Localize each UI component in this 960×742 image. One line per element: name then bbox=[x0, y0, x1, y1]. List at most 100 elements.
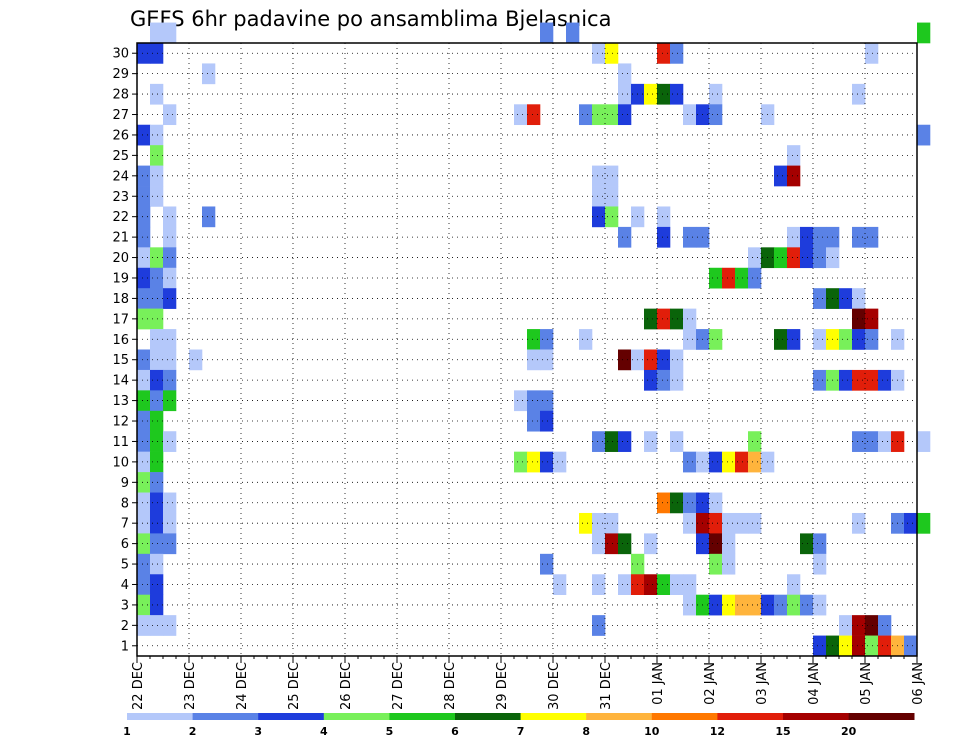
legend-label: 8 bbox=[582, 725, 590, 738]
heatmap-cell bbox=[852, 635, 866, 657]
heatmap-cell bbox=[787, 247, 801, 269]
heatmap-cell bbox=[722, 451, 736, 473]
heatmap-cell bbox=[657, 492, 671, 514]
y-tick-label: 13 bbox=[112, 394, 129, 409]
heatmap-cell bbox=[527, 410, 541, 432]
heatmap-cell bbox=[189, 349, 203, 371]
heatmap-cell bbox=[670, 574, 684, 595]
heatmap-cell bbox=[644, 431, 658, 452]
legend-swatch bbox=[455, 713, 521, 720]
heatmap-cell bbox=[644, 533, 658, 555]
heatmap-cell bbox=[800, 226, 814, 248]
heatmap-cell bbox=[657, 308, 671, 330]
heatmap-cell bbox=[709, 267, 723, 289]
heatmap-cell bbox=[163, 104, 177, 126]
legend-swatch bbox=[258, 713, 325, 720]
y-tick-label: 12 bbox=[112, 415, 129, 430]
heatmap-cell bbox=[865, 635, 879, 657]
heatmap-cell bbox=[540, 329, 554, 350]
y-axis: 1234567891011121314151617181920212223242… bbox=[112, 47, 137, 654]
heatmap-cell bbox=[709, 329, 723, 350]
heatmap-cell bbox=[657, 349, 671, 371]
heatmap-cell bbox=[592, 165, 606, 187]
heatmap-cell bbox=[137, 43, 151, 64]
heatmap-cell bbox=[839, 635, 853, 657]
heatmap-cell bbox=[865, 615, 879, 636]
y-tick-label: 16 bbox=[112, 333, 129, 348]
heatmap-cell bbox=[137, 247, 151, 269]
heatmap-cell bbox=[163, 247, 177, 269]
y-tick-label: 29 bbox=[112, 67, 129, 82]
heatmap-cell bbox=[813, 329, 827, 350]
heatmap-cells bbox=[137, 22, 931, 657]
y-tick-label: 20 bbox=[112, 251, 129, 266]
y-tick-label: 14 bbox=[112, 374, 129, 389]
heatmap-cell bbox=[137, 553, 151, 575]
heatmap-cell bbox=[657, 83, 671, 105]
heatmap-cell bbox=[592, 533, 606, 555]
legend-label: 3 bbox=[254, 725, 262, 738]
heatmap-cell bbox=[852, 512, 866, 534]
heatmap-cell bbox=[709, 492, 723, 514]
heatmap-cell bbox=[618, 431, 632, 452]
heatmap-cell bbox=[683, 574, 697, 595]
legend-label: 20 bbox=[841, 725, 857, 738]
heatmap-cell bbox=[722, 594, 736, 616]
heatmap-cell bbox=[670, 431, 684, 452]
heatmap-cell bbox=[709, 512, 723, 534]
heatmap-cell bbox=[150, 553, 164, 575]
heatmap-cell bbox=[865, 308, 879, 330]
heatmap-cell bbox=[618, 83, 632, 105]
y-tick-label: 4 bbox=[121, 578, 129, 593]
heatmap-cell bbox=[800, 533, 814, 555]
heatmap-cell bbox=[163, 390, 177, 412]
y-tick-label: 26 bbox=[112, 128, 129, 143]
y-tick-label: 8 bbox=[121, 496, 129, 511]
heatmap-cell bbox=[748, 247, 762, 269]
heatmap-cell bbox=[865, 226, 879, 248]
heatmap-cell bbox=[137, 574, 151, 595]
heatmap-cell bbox=[852, 431, 866, 452]
heatmap-cell bbox=[813, 635, 827, 657]
heatmap-cell bbox=[813, 226, 827, 248]
heatmap-cell bbox=[579, 512, 593, 534]
heatmap-cell bbox=[202, 63, 216, 85]
legend-swatch bbox=[520, 713, 587, 720]
legend-label: 15 bbox=[775, 725, 790, 738]
heatmap-cell bbox=[137, 533, 151, 555]
legend-swatch bbox=[783, 713, 849, 720]
heatmap-cell bbox=[553, 451, 567, 473]
heatmap-cell bbox=[579, 329, 593, 350]
heatmap-cell bbox=[163, 206, 177, 228]
heatmap-cell bbox=[800, 594, 814, 616]
heatmap-cell bbox=[150, 349, 164, 371]
heatmap-cell bbox=[618, 63, 632, 85]
heatmap-cell bbox=[787, 594, 801, 616]
heatmap-cell bbox=[202, 206, 216, 228]
heatmap-cell bbox=[683, 329, 697, 350]
heatmap-cell bbox=[514, 451, 528, 473]
legend-swatch bbox=[586, 713, 653, 720]
heatmap-cell bbox=[852, 226, 866, 248]
x-tick-label: 26 DEC bbox=[339, 662, 354, 710]
heatmap-cell bbox=[150, 83, 164, 105]
heatmap-cell bbox=[683, 226, 697, 248]
heatmap-cell bbox=[774, 594, 788, 616]
heatmap-cell bbox=[735, 594, 749, 616]
heatmap-cell bbox=[137, 226, 151, 248]
heatmap-cell bbox=[735, 451, 749, 473]
heatmap-cell bbox=[579, 104, 593, 126]
heatmap-cell bbox=[137, 349, 151, 371]
x-tick-label: 02 JAN bbox=[703, 662, 718, 705]
heatmap-cell bbox=[540, 553, 554, 575]
heatmap-cell bbox=[137, 451, 151, 473]
legend-swatch bbox=[323, 713, 390, 720]
heatmap-cell bbox=[683, 512, 697, 534]
heatmap-cell bbox=[722, 533, 736, 555]
legend-label: 4 bbox=[320, 725, 328, 738]
legend-swatch bbox=[651, 713, 718, 720]
heatmap-cell bbox=[150, 288, 164, 309]
heatmap-cell bbox=[618, 104, 632, 126]
heatmap-cell bbox=[839, 615, 853, 636]
heatmap-cell bbox=[917, 22, 931, 44]
